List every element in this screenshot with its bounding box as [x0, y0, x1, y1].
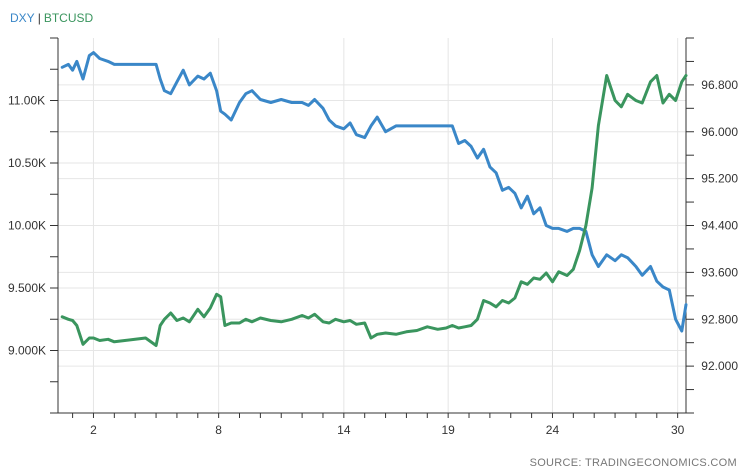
legend-dxy[interactable]: DXY [10, 11, 35, 25]
legend: DXY | BTCUSD [10, 11, 93, 25]
left-tick-label: 10.00K [8, 219, 46, 233]
x-tick-label: 14 [337, 423, 351, 437]
left-tick-label: 10.50K [8, 156, 46, 170]
legend-btcusd[interactable]: BTCUSD [44, 11, 94, 25]
grid-layer [58, 38, 686, 413]
axes-layer [50, 37, 694, 418]
right-tick-label: 92.800 [701, 312, 738, 326]
right-tick-label: 93.600 [701, 265, 738, 279]
right-tick-label: 95.200 [701, 172, 738, 186]
x-tick-label: 8 [215, 423, 222, 437]
x-tick-label: 19 [441, 423, 455, 437]
left-tick-label: 11.00K [8, 94, 45, 108]
x-tick-label: 30 [671, 423, 685, 437]
series-layer [60, 51, 688, 347]
source-credit: SOURCE: TRADINGECONOMICS.COM [530, 457, 737, 468]
right-tick-label: 94.400 [701, 219, 738, 233]
ticks-layer: 9.000K 9.500K 10.00K 10.50K 11.00K 92.000 92.8… [8, 78, 738, 437]
series-line-btcusd[interactable] [60, 74, 688, 347]
legend-separator: | [38, 11, 41, 25]
x-tick-label: 2 [90, 423, 97, 437]
series-line-dxy[interactable] [60, 51, 688, 333]
right-tick-label: 96.800 [701, 78, 738, 92]
x-tick-label: 24 [546, 423, 560, 437]
right-tick-label: 96.000 [701, 125, 738, 139]
right-tick-label: 92.000 [701, 359, 738, 373]
left-tick-label: 9.000K [8, 344, 46, 358]
left-tick-label: 9.500K [8, 281, 46, 295]
